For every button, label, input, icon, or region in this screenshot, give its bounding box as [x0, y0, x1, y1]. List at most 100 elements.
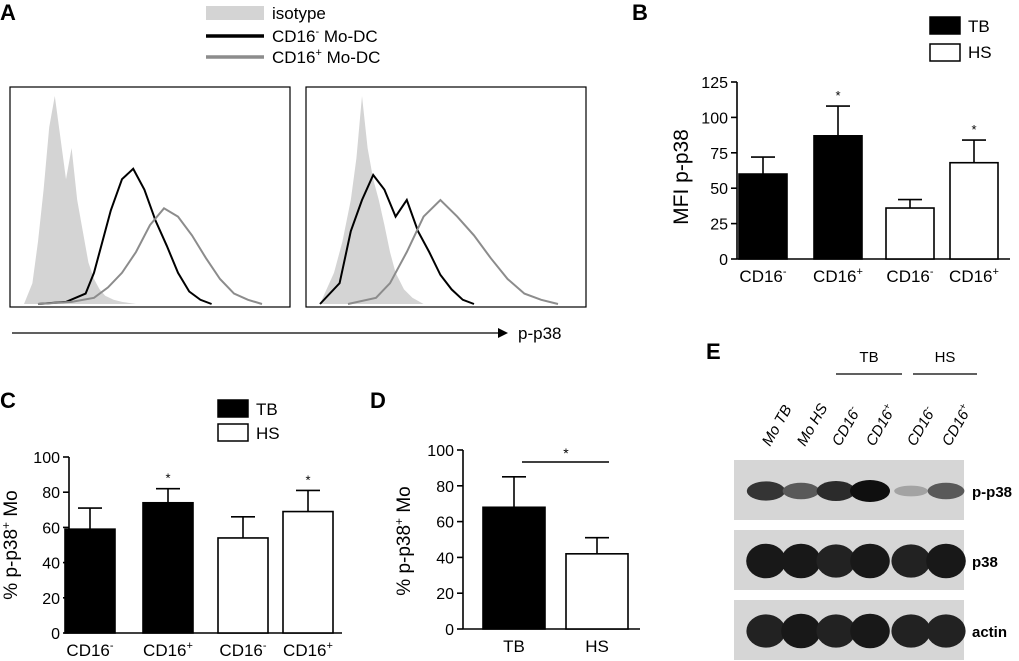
y-tick-label-d: 40 [436, 550, 454, 567]
bar-c-hs [282, 510, 334, 634]
x-tick-label-d: HS [585, 637, 609, 656]
y-tick-label-c: 40 [42, 556, 60, 573]
y-tick-label-d: 0 [445, 622, 454, 639]
x-tick-label-c: CD16- [66, 640, 113, 660]
significance-star-c: * [165, 471, 170, 486]
legend-b-tb-swatch [929, 16, 961, 35]
blot-band-p38 [816, 544, 856, 578]
histogram-plot-2 [319, 96, 559, 305]
blot-band-actin [746, 614, 786, 648]
x-axis-label-a: p-p38 [518, 324, 561, 343]
y-tick-label-c: 20 [42, 591, 60, 608]
histogram-isotype-fill [320, 96, 424, 304]
y-tick-label-b: 100 [701, 110, 728, 127]
blot-band-p-p38 [746, 481, 786, 501]
blot-lane-label: CD16- [903, 403, 940, 449]
panel-label-e: E [706, 339, 721, 364]
y-tick-label-d: 80 [436, 479, 454, 496]
blot-band-p-p38 [894, 485, 928, 497]
legend-c-tb-swatch [217, 399, 249, 418]
blot-band-p-p38 [782, 482, 820, 500]
blot-band-p-p38 [816, 481, 856, 501]
blot-band-p38 [891, 544, 931, 578]
blot-lane-label: CD16+ [938, 402, 976, 449]
y-tick-label-b: 125 [701, 75, 728, 92]
blot-band-p38 [781, 543, 821, 579]
histogram-cd16pos-line [347, 198, 559, 305]
significance-star-d: * [563, 445, 569, 461]
significance-star-b: * [835, 88, 840, 103]
legend-a-isotype-label: isotype [272, 4, 326, 23]
blot-lane-label: Mo HS [794, 401, 832, 449]
bar-d-hs [565, 553, 629, 630]
legend-a-isotype-swatch [206, 6, 264, 20]
blot-group-label-tb: TB [859, 349, 878, 366]
x-tick-label-b: CD16- [886, 266, 933, 286]
y-tick-label-d: 60 [436, 515, 454, 532]
legend-c-hs-swatch [217, 423, 249, 442]
legend-b: TB HS [929, 16, 992, 62]
y-axis-label-b: MFI p-p38 [670, 129, 693, 225]
x-tick-label-c: CD16+ [283, 640, 333, 660]
bar-b-tb [738, 173, 788, 260]
legend-b-hs-label: HS [968, 43, 992, 62]
histogram-cd16pos-line [37, 207, 263, 305]
histogram-isotype-fill [24, 96, 136, 304]
y-tick-label-d: 20 [436, 586, 454, 603]
bar-b-tb [813, 135, 863, 260]
histogram-plot-1 [24, 96, 263, 305]
legend-a-cd16neg-label: CD16- Mo-DC [272, 26, 378, 46]
x-tick-label-b: CD16- [739, 266, 786, 286]
y-tick-label-c: 80 [42, 485, 60, 502]
y-tick-label-b: 0 [719, 252, 728, 269]
panel-label-c: C [0, 388, 16, 413]
y-tick-label-c: 100 [33, 450, 60, 467]
histogram-cd16neg-line [37, 167, 212, 305]
blot-band-p38 [746, 543, 786, 579]
x-axis-arrowhead-a [498, 328, 508, 338]
y-tick-label-b: 75 [710, 146, 728, 163]
y-axis-label-d: % p-p38+ Mo [392, 486, 415, 595]
x-tick-label-c: CD16+ [143, 640, 193, 660]
legend-c-tb-label: TB [256, 400, 278, 419]
bar-b-hs [885, 207, 935, 260]
blot-lane-label: Mo TB [759, 402, 796, 449]
bar-chart-c: 0 20 40 60 80 100 CD16- * CD16+ CD16- * CD16+ [33, 450, 342, 660]
blot-row-label: p-p38 [972, 484, 1012, 501]
histogram-frame-2 [305, 86, 587, 308]
blot-band-p-p38 [850, 480, 890, 502]
blot-band-actin [816, 614, 856, 648]
bar-c-tb [142, 501, 194, 634]
blot-group-label-hs: HS [935, 349, 956, 366]
x-tick-label-b: CD16+ [813, 266, 863, 286]
panel-label-b: B [632, 0, 648, 25]
legend-a: isotype CD16- Mo-DC CD16+ Mo-DC [206, 4, 380, 67]
blot-band-p38 [850, 543, 890, 579]
y-tick-label-b: 25 [710, 217, 728, 234]
panel-label-a: A [0, 0, 16, 25]
panel-label-d: D [370, 388, 386, 413]
bar-chart-b: 0 25 50 75 100 125 CD16- * CD16+ CD16- * CD16+ [701, 75, 1010, 286]
significance-star-c: * [305, 472, 310, 487]
x-tick-label-c: CD16- [219, 640, 266, 660]
x-tick-label-b: CD16+ [949, 266, 999, 286]
legend-b-tb-label: TB [968, 17, 990, 36]
blot-band-actin [781, 613, 821, 649]
histogram-frame-1 [9, 86, 291, 308]
blot-lane-label: CD16+ [862, 402, 900, 449]
blot-band-p-p38 [927, 482, 965, 500]
y-tick-label-b: 50 [710, 181, 728, 198]
bar-d-tb [482, 506, 546, 630]
bar-chart-d: 0 20 40 60 80 100 TB HS [427, 443, 640, 656]
blot-band-p38 [926, 543, 966, 579]
legend-c-hs-label: HS [256, 424, 280, 443]
legend-b-hs-swatch [929, 43, 961, 62]
y-tick-label-d: 100 [427, 443, 454, 460]
western-blot: p-p38 p38 actin [734, 460, 1012, 660]
y-tick-label-c: 60 [42, 520, 60, 537]
bar-c-tb [64, 528, 116, 634]
x-tick-label-d: TB [503, 637, 525, 656]
blot-row-label: actin [972, 624, 1007, 641]
